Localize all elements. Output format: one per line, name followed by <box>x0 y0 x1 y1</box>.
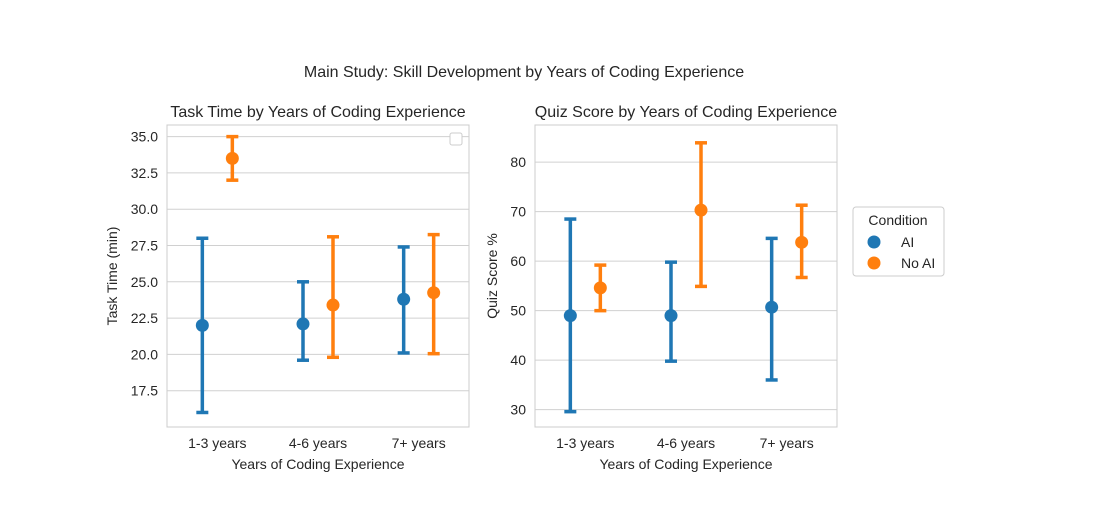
y-tick-label: 30 <box>510 402 526 418</box>
mean-marker-ai <box>563 309 577 323</box>
point-ai <box>296 280 310 362</box>
x-tick-label: 4-6 years <box>289 435 347 451</box>
panel-task-time-marks <box>195 134 441 415</box>
panel-quiz-score-marks <box>563 141 809 414</box>
point-ai <box>195 236 209 415</box>
mean-marker-no-ai <box>326 298 340 312</box>
x-tick-label: 7+ years <box>760 435 814 451</box>
panel-quiz-score-title: Quiz Score by Years of Coding Experience <box>535 104 838 121</box>
point-ai <box>664 260 678 363</box>
point-no-ai <box>326 235 340 360</box>
panel-quiz-score-ylabel: Quiz Score % <box>484 233 500 319</box>
mean-marker-ai <box>397 292 411 306</box>
point-no-ai <box>593 263 607 313</box>
panel-quiz-score-x-ticks: 1-3 years 4-6 years 7+ years <box>556 435 814 451</box>
x-tick-label: 1-3 years <box>188 435 246 451</box>
panel-task-time-empty-legend <box>449 132 463 146</box>
mean-marker-ai <box>765 300 779 314</box>
mean-marker-no-ai <box>593 281 607 295</box>
y-tick-label: 40 <box>510 352 526 368</box>
mean-marker-no-ai <box>427 286 441 300</box>
x-tick-label: 1-3 years <box>556 435 614 451</box>
y-tick-label: 50 <box>510 303 526 319</box>
panel-task-time-title: Task Time by Years of Coding Experience <box>170 104 465 121</box>
panel-quiz-score-frame <box>534 124 838 428</box>
figure-suptitle: Main Study: Skill Development by Years o… <box>304 64 744 81</box>
panel-quiz-score-xlabel: Years of Coding Experience <box>599 456 772 472</box>
y-tick-label: 32.5 <box>131 165 158 181</box>
legend-no-ai-label: No AI <box>901 255 935 271</box>
y-tick-label: 27.5 <box>131 238 158 254</box>
y-tick-label: 20.0 <box>131 346 158 362</box>
y-tick-label: 35.0 <box>131 129 158 145</box>
panel-task-time-y-ticks: 17.5 20.0 22.5 25.0 27.5 30.0 32.5 35.0 <box>131 129 158 399</box>
point-ai <box>563 217 577 414</box>
legend-ai-marker <box>867 235 881 249</box>
point-no-ai <box>694 141 708 289</box>
legend-ai-label: AI <box>901 234 914 250</box>
panel-quiz-score-y-ticks: 30 40 50 60 70 80 <box>510 154 526 418</box>
y-tick-label: 17.5 <box>131 383 158 399</box>
legend-title: Condition <box>868 212 927 228</box>
panel-task-time-frame <box>166 124 470 428</box>
panel-quiz-score-grid <box>535 161 837 411</box>
mean-marker-ai <box>195 318 209 332</box>
panel-task-time: 17.5 20.0 22.5 25.0 27.5 30.0 32.5 35.0 1-3 yea… <box>104 104 470 472</box>
mean-marker-no-ai <box>225 151 239 165</box>
x-tick-label: 4-6 years <box>657 435 715 451</box>
y-tick-label: 30.0 <box>131 201 158 217</box>
panel-task-time-xlabel: Years of Coding Experience <box>231 456 404 472</box>
panel-task-time-ylabel: Task Time (min) <box>104 227 120 326</box>
x-tick-label: 7+ years <box>392 435 446 451</box>
mean-marker-no-ai <box>795 235 809 249</box>
y-tick-label: 22.5 <box>131 310 158 326</box>
legend-no-ai-marker <box>867 256 881 270</box>
y-tick-label: 60 <box>510 253 526 269</box>
y-tick-label: 25.0 <box>131 274 158 290</box>
mean-marker-ai <box>296 317 310 331</box>
point-ai <box>397 245 411 355</box>
point-ai <box>765 236 779 382</box>
panel-task-time-grid <box>167 136 469 392</box>
panel-task-time-x-ticks: 1-3 years 4-6 years 7+ years <box>188 435 446 451</box>
y-tick-label: 80 <box>510 154 526 170</box>
point-no-ai <box>225 134 239 182</box>
y-tick-label: 70 <box>510 204 526 220</box>
mean-marker-no-ai <box>694 203 708 217</box>
point-no-ai <box>795 203 809 280</box>
point-no-ai <box>427 232 441 356</box>
mean-marker-ai <box>664 309 678 323</box>
condition-legend: Condition AI No AI <box>852 206 945 277</box>
